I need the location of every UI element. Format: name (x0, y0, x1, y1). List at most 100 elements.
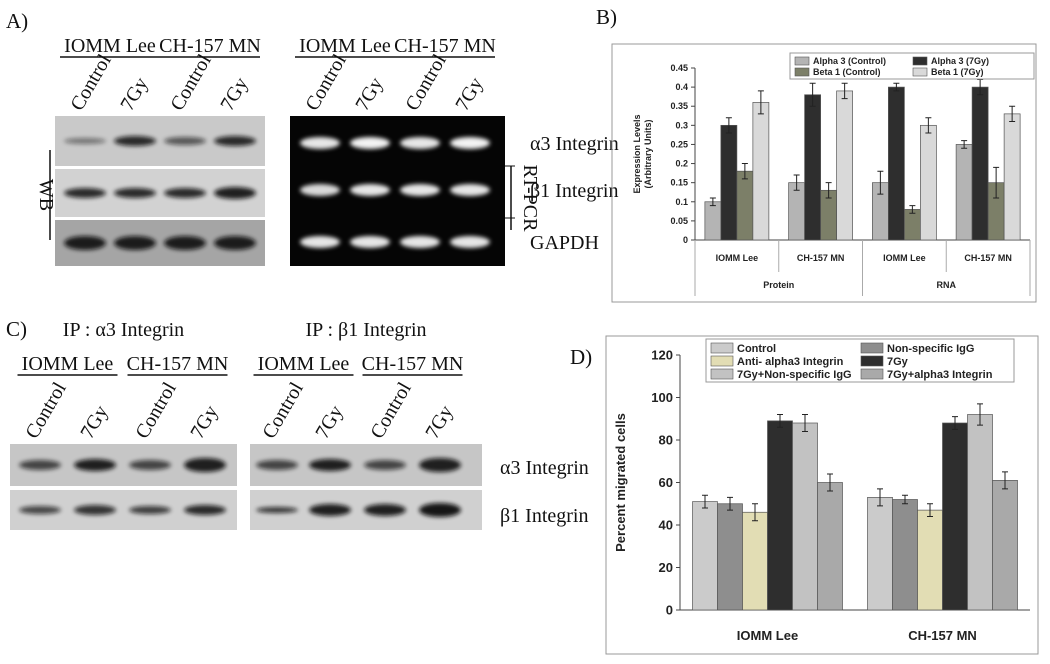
blot-band (364, 504, 406, 516)
legend-box (705, 338, 1015, 383)
bar (920, 124, 937, 241)
panel-label: D) (570, 345, 592, 369)
lane-label: Control (366, 378, 416, 442)
blot-band (64, 188, 106, 198)
legend-swatch (860, 368, 884, 380)
blot-band (309, 504, 351, 516)
bar (720, 124, 738, 241)
error-bar (825, 182, 832, 199)
blot-band (129, 460, 171, 470)
blot-band (184, 505, 226, 515)
y-tick-label: 0.3 (675, 120, 688, 130)
y-tick-label: 0 (683, 235, 688, 245)
lane-label: 7Gy (216, 74, 252, 115)
cell-line-label: CH-157 MN (362, 353, 464, 375)
error-bar (961, 140, 968, 149)
y-tick-label: 60 (659, 475, 673, 490)
blot-band (64, 138, 106, 144)
panel-label: A) (6, 9, 28, 33)
x-tick-label: CH-157 MN (964, 253, 1012, 263)
y-tick-label: 100 (651, 390, 673, 405)
blot-band (184, 458, 226, 472)
lane-label: 7Gy (76, 402, 112, 443)
blot-band (256, 507, 298, 513)
y-tick-label: 40 (659, 517, 673, 532)
panel-label: C) (6, 317, 27, 341)
error-bar (702, 494, 708, 509)
y-tick-label: 0.4 (675, 82, 688, 92)
error-bar (793, 174, 800, 191)
panel-label: B) (596, 5, 617, 29)
error-bar (841, 82, 848, 100)
legend-label: Alpha 3 (Control) (813, 56, 886, 66)
y-tick-label: 0.1 (675, 197, 688, 207)
band-label: α3 Integrin (530, 133, 619, 155)
legend-swatch (710, 355, 734, 367)
legend-label: Non-specific IgG (887, 343, 974, 355)
error-bar (952, 416, 958, 430)
cell-line-label: CH-157 MN (159, 35, 261, 57)
y-tick-label: 120 (651, 347, 673, 362)
error-bar (977, 403, 983, 426)
legend-label: Control (737, 343, 776, 355)
gel-band (450, 184, 490, 196)
blot-band (114, 188, 156, 198)
bar (817, 482, 843, 611)
y-tick-label: 0.45 (670, 63, 688, 73)
blot-band (164, 236, 206, 250)
gel-band (300, 236, 340, 248)
legend-box (789, 52, 1035, 80)
legend-swatch (710, 368, 734, 380)
x-tick-label: IOMM Lee (883, 253, 926, 263)
y-tick-label: 0 (666, 602, 673, 617)
error-bar (752, 503, 758, 522)
legend-swatch (710, 342, 734, 354)
blot-title: IP : β1 Integrin (305, 319, 426, 341)
bar (955, 144, 973, 241)
blot-band (164, 188, 206, 198)
lane-label: Control (21, 378, 71, 442)
gel-band (350, 137, 390, 149)
legend-swatch (794, 56, 810, 66)
x-tick-label: CH-157 MN (797, 253, 845, 263)
band-label: α3 Integrin (500, 457, 589, 479)
gel-band (400, 236, 440, 248)
band-label: GAPDH (530, 232, 599, 254)
bar (888, 86, 905, 241)
blot-band (19, 506, 61, 514)
band-label: β1 Integrin (530, 180, 619, 202)
blot-band (64, 236, 106, 250)
group-label: RNA (937, 280, 957, 290)
x-tick-label: CH-157 MN (908, 628, 977, 643)
error-bar (827, 473, 833, 492)
bar (692, 501, 718, 611)
y-axis-label: (Arbitrary Units) (643, 119, 653, 188)
gel-band (300, 137, 340, 149)
error-bar (802, 414, 808, 432)
bar (892, 499, 918, 611)
legend-swatch (860, 342, 884, 354)
y-tick-label: 80 (659, 432, 673, 447)
lane-label: Control (401, 50, 451, 114)
error-bar (925, 117, 932, 134)
blot-band (19, 460, 61, 470)
blot-band (214, 136, 256, 146)
blot-band (74, 505, 116, 515)
band-label: β1 Integrin (500, 505, 589, 527)
x-tick-label: IOMM Lee (716, 253, 759, 263)
error-bar (741, 163, 748, 180)
legend-label: 7Gy (887, 356, 909, 368)
blot-band (364, 460, 406, 470)
legend-label: Alpha 3 (7Gy) (931, 56, 989, 66)
bar (992, 480, 1018, 611)
blot-band (256, 460, 298, 470)
blot-band (164, 137, 206, 145)
bar (904, 209, 921, 241)
error-bar (1002, 471, 1008, 490)
error-bar (993, 166, 1000, 199)
method-label: RT-PCR (519, 165, 541, 233)
legend-label: Anti- alpha3 Integrin (737, 356, 844, 368)
y-tick-label: 20 (659, 560, 673, 575)
error-bar (727, 496, 733, 511)
